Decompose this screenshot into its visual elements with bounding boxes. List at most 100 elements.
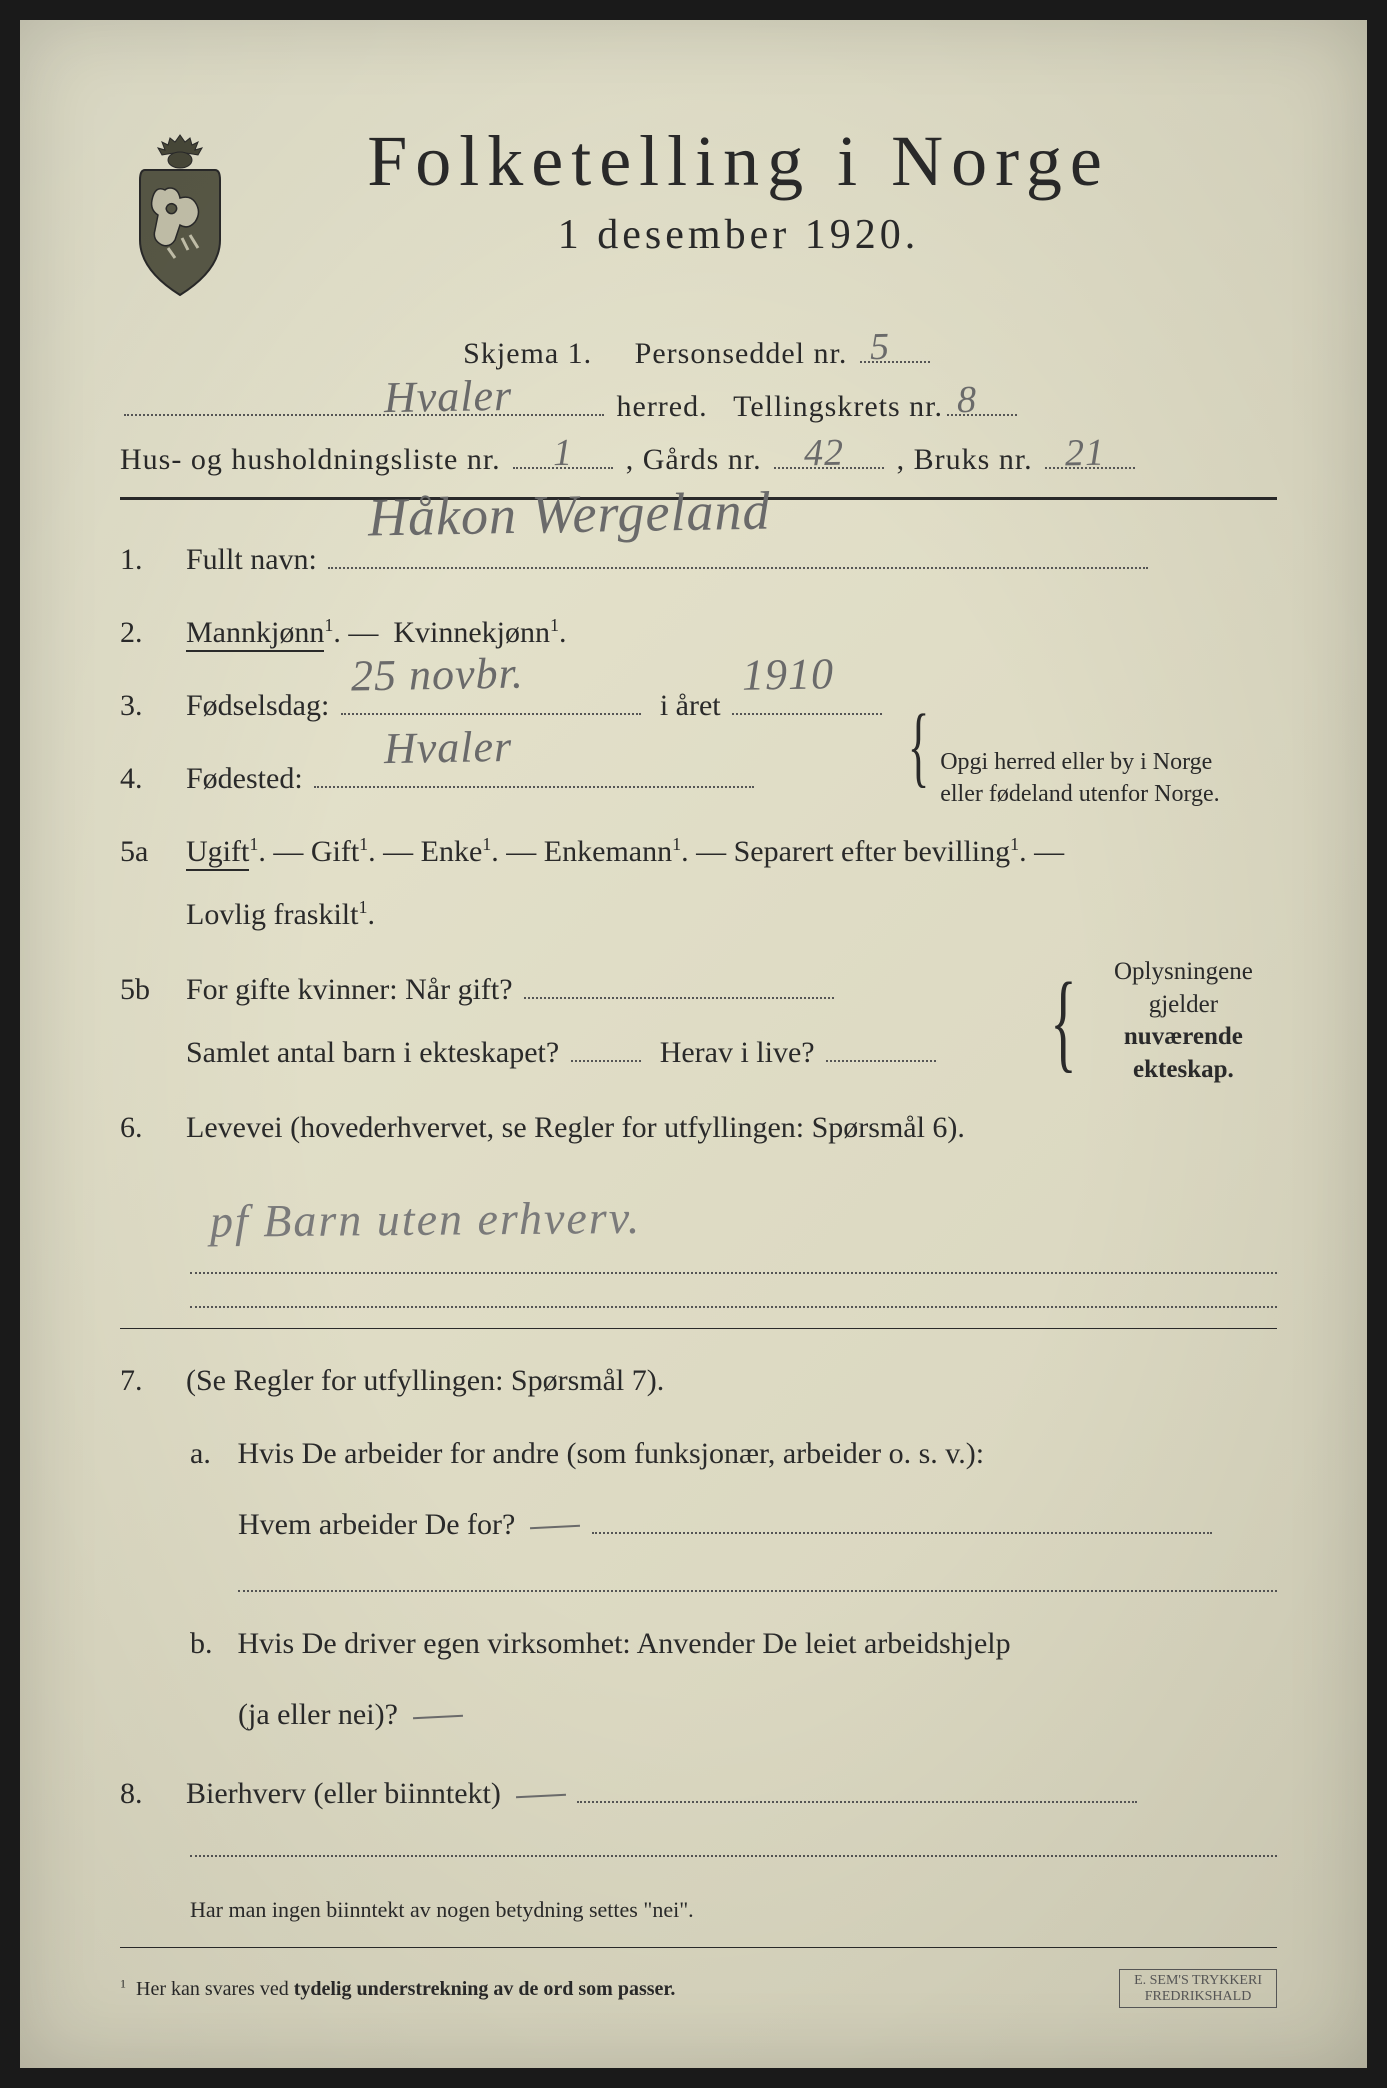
q5a-s2: . — (368, 835, 421, 868)
q5b-f2 (571, 1029, 641, 1062)
q3-label: Fødselsdag: (186, 689, 329, 722)
sup2: 1 (550, 615, 559, 635)
q4-note-text: Opgi herred eller by i Norge eller fødel… (940, 747, 1219, 809)
q5b-f3 (826, 1029, 936, 1062)
q7b-text: Hvis De driver egen virksomhet: Anvender… (238, 1627, 1011, 1660)
row-7: 7. (Se Regler for utfyllingen: Spørsmål … (120, 1349, 1277, 1412)
tellingskrets-field: 8 (947, 383, 1017, 416)
meta-line-1: Skjema 1. Personseddel nr. 5 (120, 330, 1277, 371)
census-form-page: Folketelling i Norge 1 desember 1920. Sk… (20, 20, 1367, 2068)
q8-num: 8. (120, 1762, 170, 1825)
main-title: Folketelling i Norge (200, 120, 1277, 203)
bruks-field: 21 (1045, 436, 1135, 469)
tellingskrets-value: 8 (957, 378, 978, 422)
row-8: 8. Bierhverv (eller biinntekt) (120, 1762, 1277, 1825)
row-3: 3. Fødselsdag: 25 novbr. i året 1910 (120, 674, 1277, 737)
personseddel-value: 5 (869, 325, 890, 369)
q5a-opt6: Lovlig fraskilt (186, 898, 358, 931)
q5b-main: For gifte kvinner: Når gift? Samlet anta… (186, 958, 1037, 1084)
q4-field: Hvaler (314, 755, 754, 788)
bruks-value: 21 (1065, 431, 1106, 476)
q8-line2 (190, 1855, 1277, 1857)
q4-note-l1: Opgi herred eller by i Norge (940, 749, 1212, 775)
sup3: 1 (249, 834, 258, 854)
q7-num: 7. (120, 1349, 170, 1412)
q6-num: 6. (120, 1096, 170, 1159)
q5a-s3: . — (491, 835, 544, 868)
printer-mark: E. SEM'S TRYKKERIFREDRIKSHALD (1119, 1969, 1277, 2008)
q3-year-field: 1910 (732, 682, 882, 715)
gards-field: 42 (774, 436, 884, 469)
q7b-label: b. (190, 1612, 230, 1675)
q7-content: (Se Regler for utfyllingen: Spørsmål 7). (186, 1349, 1277, 1412)
q5a-opt2: Gift (311, 835, 359, 868)
strike-mark-icon (530, 1524, 580, 1529)
q7b-text2: (ja eller nei)? (238, 1698, 398, 1731)
q7a-line3 (238, 1590, 1277, 1592)
q5b-l2: Samlet antal barn i ekteskapet? (186, 1036, 559, 1069)
q6-line2 (190, 1306, 1277, 1308)
q4-value: Hvaler (383, 700, 513, 795)
divider-bottom (120, 1947, 1277, 1948)
q5a-content: Ugift1. — Gift1. — Enke1. — Enkemann1. —… (186, 820, 1277, 946)
header: Folketelling i Norge 1 desember 1920. (120, 120, 1277, 300)
q7a-label: a. (190, 1422, 230, 1485)
q6-value: pf Barn uten erhverv. (210, 1164, 1278, 1270)
q5b-l1: For gifte kvinner: Når gift? (186, 973, 513, 1006)
q3-content: Fødselsdag: 25 novbr. i året 1910 (186, 674, 1277, 737)
q2-num: 2. (120, 601, 170, 664)
skjema-label: Skjema 1. (463, 337, 592, 370)
q5b-n1: Oplysningene (1114, 958, 1253, 985)
q1-num: 1. (120, 528, 170, 591)
q5a-opt5: Separert efter bevilling (734, 835, 1011, 868)
q7a-text: Hvis De arbeider for andre (som funksjon… (238, 1437, 985, 1470)
q5b-l3: Herav i live? (660, 1036, 815, 1069)
q5a-s4: . — (681, 835, 734, 868)
q5b-f1 (524, 966, 834, 999)
q5a-opt1: Ugift (186, 835, 249, 871)
q6-label: Levevei (hovederhvervet, se Regler for u… (186, 1111, 965, 1144)
q3-year-value: 1910 (741, 628, 835, 722)
sup7: 1 (1010, 834, 1019, 854)
row-7b: b. Hvis De driver egen virksomhet: Anven… (190, 1612, 1277, 1746)
q5a-s1: . — (258, 835, 311, 868)
q5b-note-text: Oplysningene gjelder nuværende ekteskap. (1090, 956, 1277, 1086)
q8-field (577, 1770, 1137, 1803)
form-body: 1. Fullt navn: Håkon Wergeland 2. Mannkj… (120, 528, 1277, 2010)
sup6: 1 (672, 834, 681, 854)
brace-icon: { (908, 747, 930, 809)
q5a-s5: . — (1019, 835, 1064, 868)
sup4: 1 (359, 834, 368, 854)
row-7a: a. Hvis De arbeider for andre (som funks… (190, 1422, 1277, 1592)
row-2: 2. Mannkjønn1. — Kvinnekjønn1. (120, 601, 1277, 664)
sup8: 1 (358, 897, 367, 917)
q1-label: Fullt navn: (186, 543, 317, 576)
personseddel-label: Personseddel nr. (635, 337, 848, 370)
q1-field: Håkon Wergeland (328, 536, 1148, 569)
sup1: 1 (324, 615, 333, 635)
q7b-field (474, 1691, 534, 1724)
row-5a: 5a Ugift1. — Gift1. — Enke1. — Enkemann1… (120, 820, 1277, 946)
q8-content: Bierhverv (eller biinntekt) (186, 1762, 1277, 1825)
q7a-field (592, 1501, 1212, 1534)
q4-note: { Opgi herred eller by i Norge eller fød… (897, 747, 1277, 809)
herred-label: herred. (617, 390, 708, 424)
meta-line-2: Hvaler herred. Tellingskrets nr. 8 (120, 383, 1277, 424)
row-1: 1. Fullt navn: Håkon Wergeland (120, 528, 1277, 591)
q5b-num: 5b (120, 958, 170, 1021)
sup5: 1 (482, 834, 491, 854)
footnote-main: Har man ingen biinntekt av nogen betydni… (190, 1887, 1277, 1933)
q1-value: Håkon Wergeland (367, 454, 771, 574)
q4-note-l2: eller fødeland utenfor Norge. (940, 781, 1219, 807)
q3-year-label: i året (660, 689, 721, 722)
title-block: Folketelling i Norge 1 desember 1920. (200, 120, 1277, 259)
q6-content: Levevei (hovederhvervet, se Regler for u… (186, 1096, 1277, 1159)
herred-field: Hvaler (124, 383, 604, 416)
tellingskrets-label: Tellingskrets nr. (733, 390, 943, 424)
q7b-line2: (ja eller nei)? (238, 1683, 1277, 1746)
q5a-num: 5a (120, 820, 170, 883)
q6-line1 (190, 1272, 1277, 1274)
q5b-n2: gjelder nuværende (1124, 991, 1243, 1051)
q5b-note: { Oplysningene gjelder nuværende ekteska… (1037, 956, 1277, 1086)
divider-mid (120, 1328, 1277, 1329)
